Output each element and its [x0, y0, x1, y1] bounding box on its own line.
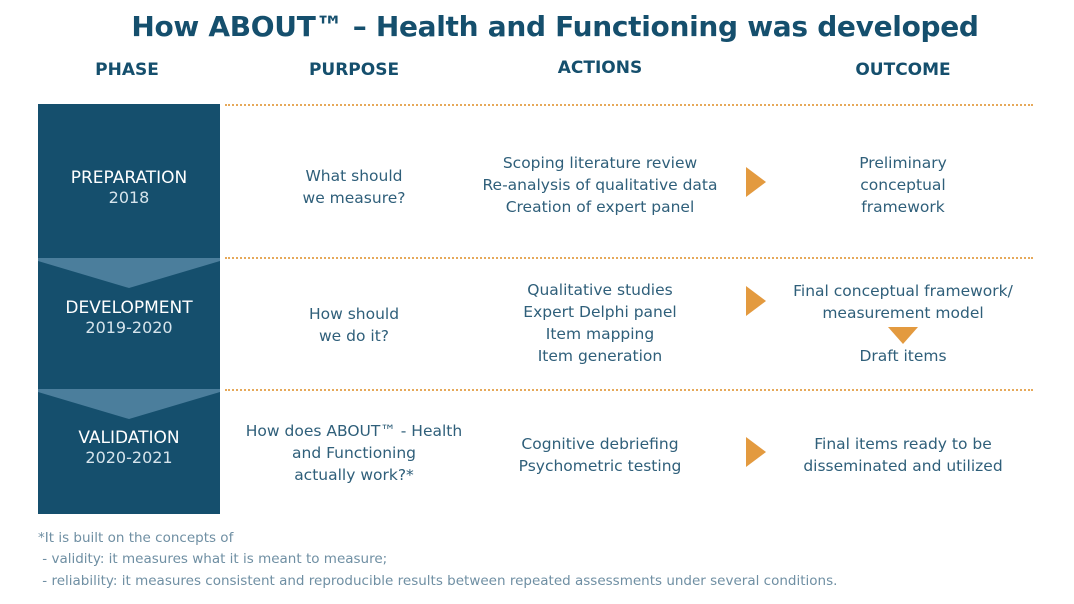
- outcome-line: framework: [861, 198, 945, 216]
- actions-line: Creation of expert panel: [505, 198, 695, 216]
- actions-line: Psychometric testing: [518, 457, 682, 475]
- actions-line: Scoping literature review: [502, 154, 698, 172]
- purpose-line: we do it?: [319, 327, 389, 345]
- actions: Scoping literature review Re-analysis of …: [470, 152, 730, 218]
- purpose: What should we measure?: [224, 165, 484, 209]
- chevron-down-icon: [38, 258, 220, 288]
- divider: [225, 389, 1033, 391]
- phase-label: PREPARATION 2018: [38, 168, 220, 207]
- divider: [225, 257, 1033, 259]
- header-outcome: OUTCOME: [855, 60, 951, 80]
- outcome: Preliminary conceptual framework: [763, 152, 1043, 218]
- chevron-down-icon: [38, 389, 220, 419]
- outcome-line: Preliminary: [859, 154, 947, 172]
- actions: Qualitative studies Expert Delphi panel It…: [470, 279, 730, 367]
- outcome: Final items ready to be disseminated and …: [763, 433, 1043, 477]
- outcome-line: measurement model: [822, 304, 984, 322]
- purpose-line: How should: [308, 305, 400, 323]
- purpose-line: we measure?: [302, 189, 406, 207]
- purpose-line: What should: [305, 167, 403, 185]
- arrow-right-icon: [746, 437, 766, 467]
- outcome-after: Draft items: [859, 347, 947, 365]
- actions-line: Qualitative studies: [527, 281, 673, 299]
- header-actions: ACTIONS: [557, 58, 643, 78]
- phase-years: 2018: [108, 188, 150, 207]
- header-purpose: PURPOSE: [308, 60, 400, 80]
- arrow-down-icon: [888, 327, 918, 344]
- diagram-title: How ABOUT™ – Health and Functioning was …: [131, 10, 979, 43]
- purpose-line: actually work?*: [294, 466, 414, 484]
- phase-name: VALIDATION: [78, 428, 180, 448]
- phase-label: VALIDATION 2020-2021: [38, 428, 220, 467]
- actions-line: Item mapping: [545, 325, 655, 343]
- phase-years: 2020-2021: [85, 448, 173, 467]
- actions-line: Expert Delphi panel: [523, 303, 677, 321]
- actions-line: Item generation: [537, 347, 663, 365]
- footnote-line: - reliability: it measures consistent an…: [38, 573, 838, 589]
- phase-name: DEVELOPMENT: [65, 298, 193, 318]
- purpose: How does ABOUT™ - Health and Functioning a…: [224, 420, 484, 486]
- outcome: Final conceptual framework/measurement m…: [763, 280, 1043, 324]
- phase-name: PREPARATION: [70, 168, 188, 188]
- arrow-right-icon: [746, 286, 766, 316]
- purpose-line: and Functioning: [292, 444, 416, 462]
- outcome-line: conceptual: [860, 176, 946, 194]
- arrow-right-icon: [746, 167, 766, 197]
- actions: Cognitive debriefing Psychometric testing: [470, 433, 730, 477]
- footnote-line: *It is built on the concepts of: [38, 530, 234, 546]
- header-phase: PHASE: [95, 60, 159, 80]
- divider: [225, 104, 1033, 106]
- actions-line: Cognitive debriefing: [521, 435, 679, 453]
- outcome-line: Final conceptual framework/: [793, 282, 1013, 300]
- actions-line: Re-analysis of qualitative data: [482, 176, 718, 194]
- outcome-line: disseminated and utilized: [803, 457, 1003, 475]
- purpose-line: How does ABOUT™ - Health: [245, 422, 463, 440]
- outcome-line: Final items ready to be: [814, 435, 992, 453]
- purpose: How should we do it?: [224, 303, 484, 347]
- footnote-line: - validity: it measures what it is meant…: [38, 551, 388, 567]
- phase-years: 2019-2020: [85, 318, 173, 337]
- phase-label: DEVELOPMENT 2019-2020: [38, 298, 220, 337]
- phase-column: [38, 104, 220, 514]
